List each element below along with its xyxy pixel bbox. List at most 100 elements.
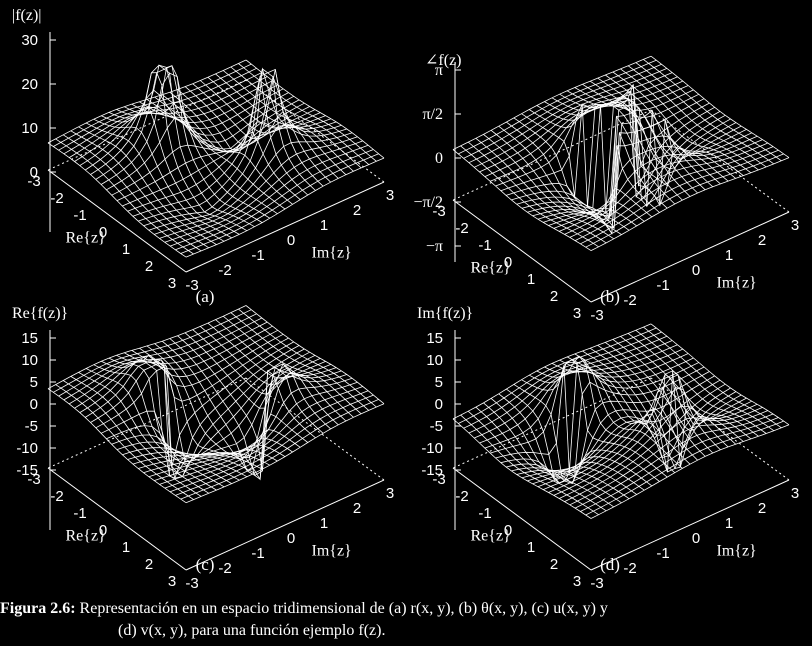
y-tick-label: 2 xyxy=(353,202,361,219)
mesh-line-im xyxy=(460,145,599,248)
mesh-line-im xyxy=(483,402,622,504)
mesh-line-re xyxy=(569,142,768,238)
mesh-line-im xyxy=(207,76,347,175)
surface-mesh xyxy=(452,55,790,251)
x-tick-label: -1 xyxy=(73,207,86,224)
mesh-line-im xyxy=(200,326,339,426)
mesh-line-im xyxy=(245,59,385,159)
base-edge xyxy=(185,479,385,571)
mesh-line-im xyxy=(230,312,370,411)
y-tick-label: 2 xyxy=(758,232,766,249)
y-tick-label: -2 xyxy=(218,560,231,577)
mesh-line-im xyxy=(582,83,721,187)
x-tick-label: 2 xyxy=(145,258,153,275)
y-tick-label: -2 xyxy=(623,292,636,309)
mesh-line-re xyxy=(53,63,252,147)
mesh-line-im xyxy=(101,360,240,481)
x-tick-label: -3 xyxy=(27,173,40,190)
mesh-line-re xyxy=(564,407,763,502)
mesh-line-im xyxy=(101,107,240,235)
y-tick-label: 0 xyxy=(692,262,700,279)
mesh-line-im xyxy=(215,73,354,172)
z-axis-label: ∠f(z) xyxy=(425,52,462,69)
x-tick-label: 3 xyxy=(168,573,176,590)
mesh-line-re xyxy=(116,355,316,458)
base-edge xyxy=(452,199,592,303)
z-tick-label: 30 xyxy=(21,32,38,49)
mesh-line-im xyxy=(612,71,752,174)
z-tick-label: -15 xyxy=(16,462,38,479)
x-axis-label: Re{z} xyxy=(66,230,106,247)
x-tick-label: -1 xyxy=(478,237,491,254)
mesh-line-im xyxy=(146,345,286,457)
z-tick-label: π xyxy=(435,62,443,79)
x-tick-label: 1 xyxy=(527,271,535,288)
x-tick-label: 0 xyxy=(99,224,107,241)
x-axis-label: Re{z} xyxy=(471,528,511,545)
caption-text-1: Representación en un espacio tridimensio… xyxy=(79,600,608,617)
x-tick-label: 0 xyxy=(504,254,512,271)
base-edge xyxy=(47,169,187,273)
z-tick-label: 15 xyxy=(21,330,38,347)
base-edge-hidden xyxy=(452,377,652,469)
x-tick-label: -1 xyxy=(73,505,86,522)
mesh-line-im xyxy=(475,137,615,240)
mesh-line-im xyxy=(643,59,782,162)
mesh-line-im xyxy=(536,355,676,474)
mesh-line-im xyxy=(475,406,615,508)
z-tick-label: 5 xyxy=(30,374,38,391)
mesh-line-im xyxy=(146,99,286,210)
mesh-line-im xyxy=(139,347,278,462)
mesh-line-im xyxy=(55,138,194,255)
y-tick-label: 0 xyxy=(692,530,700,547)
x-tick-label: 0 xyxy=(99,522,107,539)
base-edge-hidden xyxy=(47,377,247,469)
x-tick-label: -2 xyxy=(455,488,468,505)
mesh-line-im xyxy=(85,122,225,242)
base-edge xyxy=(590,479,790,571)
y-tick-label: -3 xyxy=(185,277,198,294)
mesh-line-re xyxy=(180,153,379,254)
y-tick-label: -1 xyxy=(251,545,264,562)
x-tick-label: 3 xyxy=(573,305,581,322)
mesh-line-im xyxy=(521,365,660,482)
mesh-line-im xyxy=(222,70,362,169)
mesh-line-re xyxy=(169,144,369,247)
y-tick-label: 1 xyxy=(320,217,328,234)
y-tick-label: -3 xyxy=(590,307,603,324)
mesh-line-im xyxy=(238,63,377,162)
x-tick-label: 3 xyxy=(573,573,581,590)
mesh-line-im xyxy=(490,129,630,231)
mesh-line-im xyxy=(154,96,293,205)
mesh-line-im xyxy=(47,142,187,258)
mesh-line-im xyxy=(131,101,271,219)
y-tick-label: -2 xyxy=(623,560,636,577)
mesh-line-im xyxy=(620,336,759,437)
x-tick-label: 1 xyxy=(527,539,535,556)
mesh-line-im xyxy=(506,121,645,222)
mesh-line-im xyxy=(161,94,301,200)
mesh-line-im xyxy=(521,113,660,235)
z-tick-label: −π xyxy=(426,238,443,255)
base-edge-hidden xyxy=(650,377,790,481)
mesh-line-im xyxy=(635,329,775,432)
mesh-line-im xyxy=(605,74,744,176)
y-tick-label: 3 xyxy=(386,485,394,502)
mesh-line-im xyxy=(498,125,637,227)
x-tick-label: -2 xyxy=(50,488,63,505)
mesh-line-im xyxy=(169,76,309,196)
mesh-line-im xyxy=(116,64,255,228)
mesh-line-im xyxy=(154,343,293,460)
mesh-line-im xyxy=(55,384,194,500)
mesh-line-im xyxy=(192,83,331,183)
y-tick-label: 1 xyxy=(725,247,733,264)
z-tick-label: −π/2 xyxy=(413,194,443,211)
mesh-line-im xyxy=(582,350,721,473)
mesh-line-im xyxy=(93,364,232,484)
z-tick-label: -15 xyxy=(421,462,443,479)
mesh-line-im xyxy=(627,333,767,434)
